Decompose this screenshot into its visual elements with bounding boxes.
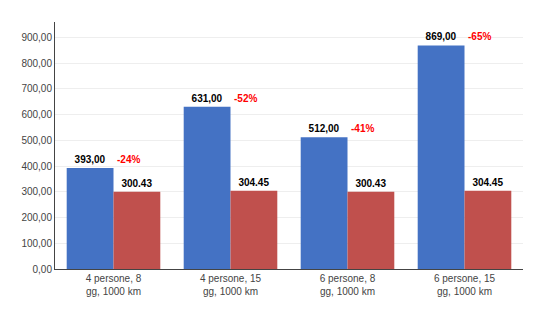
svg-text:200,00: 200,00 <box>21 212 52 223</box>
svg-text:300.43: 300.43 <box>355 178 386 189</box>
svg-text:6 persone, 8gg, 1000 km: 6 persone, 8gg, 1000 km <box>320 273 376 297</box>
svg-text:900,00: 900,00 <box>21 32 52 43</box>
svg-text:631,00: 631,00 <box>192 93 223 104</box>
svg-text:6 persone, 15gg, 1000 km: 6 persone, 15gg, 1000 km <box>434 273 496 297</box>
svg-text:500,00: 500,00 <box>21 135 52 146</box>
svg-text:869,00: 869,00 <box>426 31 457 42</box>
svg-text:300.43: 300.43 <box>121 178 152 189</box>
svg-text:393,00: 393,00 <box>75 154 106 165</box>
svg-text:304.45: 304.45 <box>472 177 503 188</box>
svg-text:800,00: 800,00 <box>21 58 52 69</box>
svg-text:100,00: 100,00 <box>21 238 52 249</box>
svg-text:4 persone, 15gg, 1000 km: 4 persone, 15gg, 1000 km <box>200 273 262 297</box>
svg-text:-41%: -41% <box>351 123 374 134</box>
svg-text:-24%: -24% <box>117 154 140 165</box>
svg-text:4 persone, 8gg, 1000 km: 4 persone, 8gg, 1000 km <box>86 273 142 297</box>
svg-text:400,00: 400,00 <box>21 161 52 172</box>
svg-text:-52%: -52% <box>234 93 257 104</box>
svg-text:-65%: -65% <box>468 31 491 42</box>
svg-text:304.45: 304.45 <box>238 177 269 188</box>
svg-text:600,00: 600,00 <box>21 109 52 120</box>
svg-text:300,00: 300,00 <box>21 186 52 197</box>
svg-text:700,00: 700,00 <box>21 83 52 94</box>
svg-text:512,00: 512,00 <box>309 123 340 134</box>
svg-text:0,00: 0,00 <box>33 264 53 275</box>
